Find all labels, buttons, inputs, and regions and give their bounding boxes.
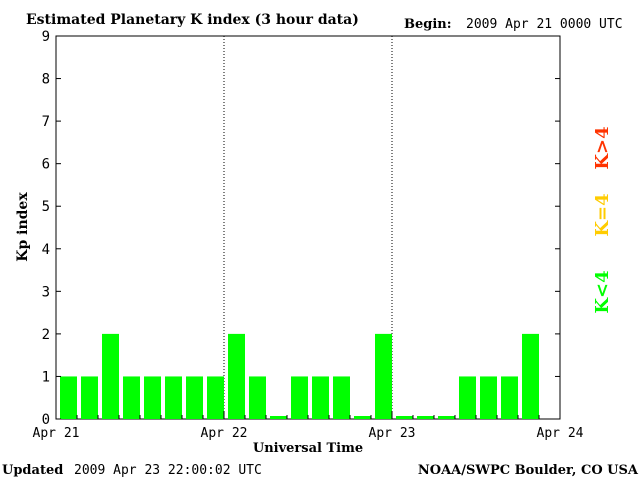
kp-bar bbox=[249, 376, 266, 419]
credit-text: NOAA/SWPC Boulder, CO USA bbox=[418, 463, 639, 478]
kp-bar bbox=[228, 333, 245, 419]
kp-bar bbox=[501, 376, 518, 419]
y-tick-label: 2 bbox=[42, 327, 50, 343]
x-axis-label: Universal Time bbox=[253, 441, 363, 456]
kp-bar bbox=[81, 376, 98, 419]
kp-bar bbox=[291, 376, 308, 419]
kp-bar bbox=[396, 416, 413, 419]
chart-title: Estimated Planetary K index (3 hour data… bbox=[26, 12, 359, 28]
updated-value: 2009 Apr 23 22:00:02 UTC bbox=[74, 463, 262, 478]
y-tick-label: 9 bbox=[42, 29, 50, 45]
y-tick-label: 8 bbox=[42, 72, 50, 88]
x-tick-label: Apr 22 bbox=[201, 426, 248, 441]
y-tick-label: 6 bbox=[42, 157, 50, 173]
y-axis-label: Kp index bbox=[15, 192, 31, 262]
kp-bar bbox=[144, 376, 161, 419]
legend-k-equal-4: K=4 bbox=[592, 193, 613, 236]
legend-k-greater-4: K>4 bbox=[592, 126, 613, 169]
kp-bar bbox=[417, 416, 434, 419]
x-tick-label: Apr 21 bbox=[33, 426, 80, 441]
updated-label: Updated bbox=[2, 463, 63, 478]
kp-bar bbox=[312, 376, 329, 419]
y-tick-label: 4 bbox=[42, 242, 50, 258]
begin-label: Begin: bbox=[404, 17, 452, 32]
kp-bar bbox=[522, 333, 539, 419]
y-tick-label: 3 bbox=[42, 284, 50, 300]
legend-k-less-4: K<4 bbox=[592, 270, 613, 313]
kp-bar bbox=[102, 333, 119, 419]
kp-bar bbox=[354, 416, 371, 419]
x-axis: Apr 21 Apr 22 Apr 23 Apr 24 bbox=[33, 411, 584, 441]
day-separators bbox=[223, 36, 393, 419]
bar-series bbox=[60, 333, 539, 419]
kp-bar bbox=[207, 376, 224, 419]
kp-bar bbox=[375, 333, 392, 419]
begin-value: 2009 Apr 21 0000 UTC bbox=[466, 17, 623, 32]
x-tick-label: Apr 24 bbox=[537, 426, 584, 441]
y-tick-label: 5 bbox=[42, 199, 50, 215]
y-tick-label: 0 bbox=[42, 412, 50, 428]
y-axis: 0 1 2 3 4 5 6 7 8 9 bbox=[42, 29, 560, 428]
kp-bar bbox=[459, 376, 476, 419]
y-tick-label: 7 bbox=[42, 114, 50, 130]
kp-bar bbox=[186, 376, 203, 419]
kp-bar bbox=[60, 376, 77, 419]
kp-bar bbox=[480, 376, 497, 419]
kp-bar bbox=[333, 376, 350, 419]
y-tick-label: 1 bbox=[42, 369, 50, 385]
plot-area bbox=[55, 35, 561, 420]
kp-bar bbox=[270, 416, 287, 419]
kp-bar bbox=[438, 416, 455, 419]
x-tick-label: Apr 23 bbox=[369, 426, 416, 441]
kp-bar bbox=[165, 376, 182, 419]
kp-bar bbox=[123, 376, 140, 419]
